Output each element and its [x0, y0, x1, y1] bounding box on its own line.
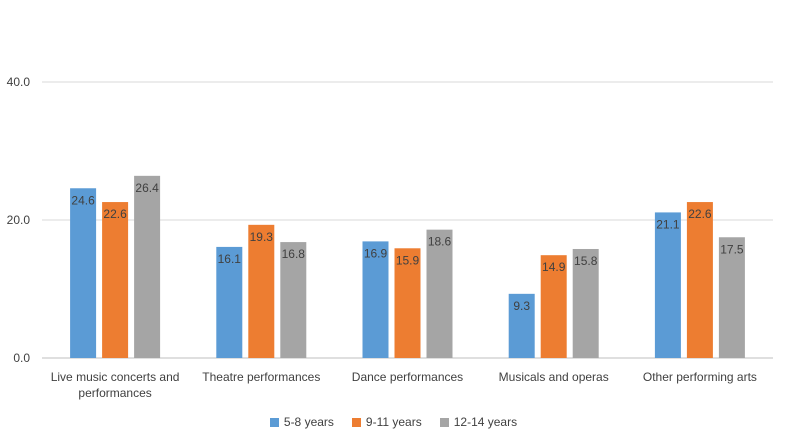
bar: [572, 248, 599, 358]
bar: [508, 293, 535, 358]
legend-label-5-8-years: 5-8 years: [283, 415, 334, 429]
data-label: 19.3: [250, 230, 274, 244]
data-label: 16.1: [218, 252, 242, 266]
legend-swatch-12-14-years: [439, 417, 449, 427]
legend-label-12-14-years: 12-14 years: [453, 415, 518, 429]
x-tick-label: performances: [78, 386, 151, 400]
x-tick-label: Other performing arts: [643, 370, 757, 384]
bar: [654, 212, 681, 358]
bar: [426, 229, 453, 358]
data-label: 24.6: [71, 193, 95, 207]
data-label: 22.6: [103, 207, 127, 221]
data-label: 16.9: [364, 246, 388, 260]
data-label: 18.6: [428, 235, 452, 249]
data-label: 15.8: [574, 254, 598, 268]
bar: [248, 224, 275, 358]
data-label: 14.9: [542, 260, 566, 274]
legend-swatch-9-11-years: [351, 417, 361, 427]
bar: [718, 237, 745, 358]
data-label: 22.6: [688, 207, 712, 221]
legend: 5-8 years 9-11 years 12-14 years: [0, 415, 787, 429]
bar: [686, 202, 713, 358]
x-tick-label: Musicals and operas: [499, 370, 609, 384]
bar: [394, 248, 421, 358]
data-label: 9.3: [513, 299, 530, 313]
legend-label-9-11-years: 9-11 years: [365, 415, 422, 429]
x-tick-label: Theatre performances: [202, 370, 320, 384]
legend-item-12-14-years: 12-14 years: [439, 415, 518, 429]
data-label: 17.5: [720, 242, 744, 256]
bar: [280, 242, 307, 358]
bar: [216, 246, 243, 358]
bar: [362, 241, 389, 358]
data-label: 15.9: [396, 253, 420, 267]
y-tick-label: 0.0: [13, 351, 30, 365]
data-label: 16.8: [282, 247, 306, 261]
y-tick-label: 40.0: [7, 75, 31, 89]
data-label: 21.1: [656, 217, 680, 231]
bar: [70, 188, 97, 358]
legend-item-9-11-years: 9-11 years: [351, 415, 422, 429]
x-tick-label: Dance performances: [352, 370, 463, 384]
bar: [134, 175, 161, 358]
bar: [102, 202, 129, 358]
legend-swatch-5-8-years: [269, 417, 279, 427]
bar: [540, 255, 567, 358]
data-label: 26.4: [135, 181, 159, 195]
legend-item-5-8-years: 5-8 years: [269, 415, 334, 429]
x-tick-label: Live music concerts and: [51, 370, 180, 384]
y-tick-label: 20.0: [7, 213, 31, 227]
